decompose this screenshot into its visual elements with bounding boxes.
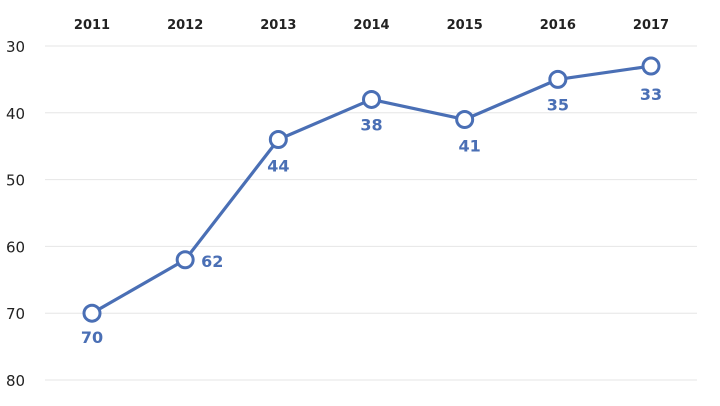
x-tick-label: 2015 bbox=[447, 18, 483, 33]
data-label-2014: 38 bbox=[360, 115, 382, 134]
data-label-2015: 41 bbox=[459, 136, 481, 155]
x-tick-label: 2017 bbox=[633, 18, 669, 33]
data-point-2016 bbox=[548, 69, 568, 89]
data-point-2017 bbox=[641, 56, 661, 76]
data-point-2011 bbox=[82, 303, 102, 323]
data-point-2014 bbox=[362, 89, 381, 109]
data-label-2017: 33 bbox=[640, 85, 662, 104]
y-tick-label: 60 bbox=[6, 238, 25, 256]
data-label-2016: 35 bbox=[547, 95, 569, 114]
x-tick-label: 2013 bbox=[260, 18, 296, 33]
data-point-2012 bbox=[175, 250, 195, 270]
y-tick-label: 40 bbox=[6, 105, 25, 123]
y-axis-tick-labels: 30 40 50 60 70 80 bbox=[6, 38, 25, 390]
data-point-2013 bbox=[268, 130, 288, 150]
x-tick-label: 2011 bbox=[74, 18, 110, 33]
y-tick-label: 70 bbox=[6, 305, 25, 323]
data-label-2012: 62 bbox=[201, 252, 223, 271]
x-tick-label: 2014 bbox=[353, 18, 389, 33]
data-points bbox=[82, 56, 661, 323]
data-point-2015 bbox=[455, 109, 475, 129]
data-label-2011: 70 bbox=[81, 328, 103, 347]
y-tick-label: 50 bbox=[6, 172, 25, 190]
y-tick-label: 30 bbox=[6, 38, 25, 56]
x-axis-tick-labels: 2011 2012 2013 2014 2015 2016 2017 bbox=[74, 18, 669, 33]
grid-lines bbox=[45, 45, 697, 381]
x-tick-label: 2016 bbox=[540, 18, 576, 33]
data-labels: 70 62 44 38 41 35 33 bbox=[81, 85, 662, 347]
x-tick-label: 2012 bbox=[167, 18, 203, 33]
y-tick-label: 80 bbox=[6, 372, 25, 390]
data-label-2013: 44 bbox=[267, 157, 289, 176]
